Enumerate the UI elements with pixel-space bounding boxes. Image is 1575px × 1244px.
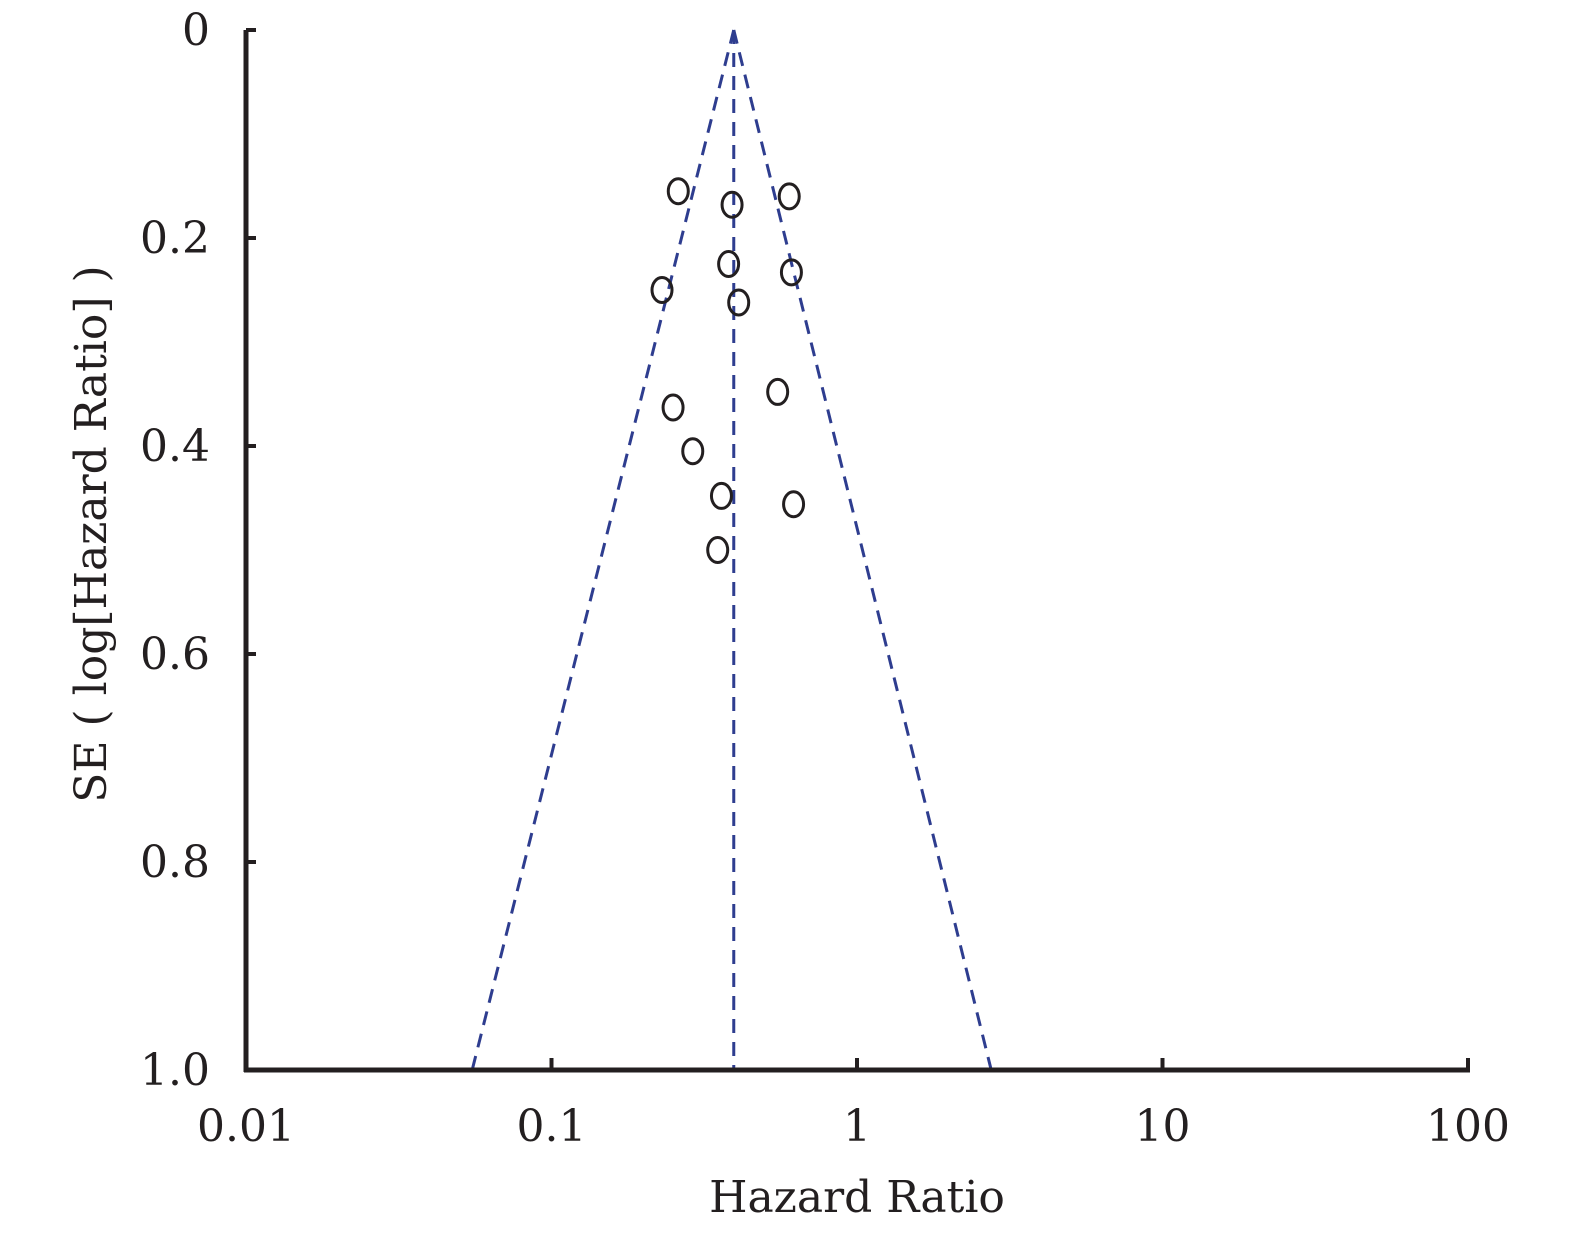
y-tick-label-2: 0.4	[140, 421, 210, 472]
study-point-8	[661, 393, 685, 422]
study-point-7	[766, 377, 790, 406]
y-tick-label-1: 0.2	[140, 213, 210, 264]
x-tick-label-4: 100	[1426, 1101, 1510, 1152]
x-axis-label: Hazard Ratio	[709, 1172, 1005, 1223]
x-tick-label-1: 0.1	[517, 1101, 587, 1152]
study-point-4	[779, 258, 803, 287]
study-point-1	[720, 190, 744, 219]
funnel-left-limit-line	[470, 29, 736, 1071]
study-point-9	[681, 437, 705, 466]
y-tick-label-5: 1.0	[140, 1045, 210, 1096]
x-tick-label-0: 0.01	[197, 1101, 295, 1152]
x-tick-label-2: 1	[843, 1101, 871, 1152]
x-tick-label-3: 10	[1135, 1101, 1191, 1152]
points-layer	[650, 177, 806, 564]
funnel-right-limit-line	[732, 29, 993, 1071]
labels-layer: Hazard Ratio SE ( log[Hazard Ratio] )	[66, 265, 1005, 1223]
y-tick-label-0: 0	[182, 5, 210, 56]
y-tick-label-4: 0.8	[140, 837, 210, 888]
y-tick-label-3: 0.6	[140, 629, 210, 680]
axes-layer: 0 0.2 0.4 0.6 0.8 1.00.01 0.1 1 10 100	[140, 5, 1510, 1152]
study-point-2	[777, 182, 801, 211]
study-point-10	[709, 481, 733, 510]
y-axis-label: SE ( log[Hazard Ratio] )	[66, 265, 117, 802]
study-point-12	[706, 536, 730, 564]
study-point-6	[727, 288, 751, 317]
study-point-3	[717, 250, 741, 278]
study-point-5	[650, 276, 674, 304]
study-point-0	[666, 177, 690, 206]
study-point-11	[782, 490, 806, 519]
funnel-layer	[470, 29, 993, 1071]
